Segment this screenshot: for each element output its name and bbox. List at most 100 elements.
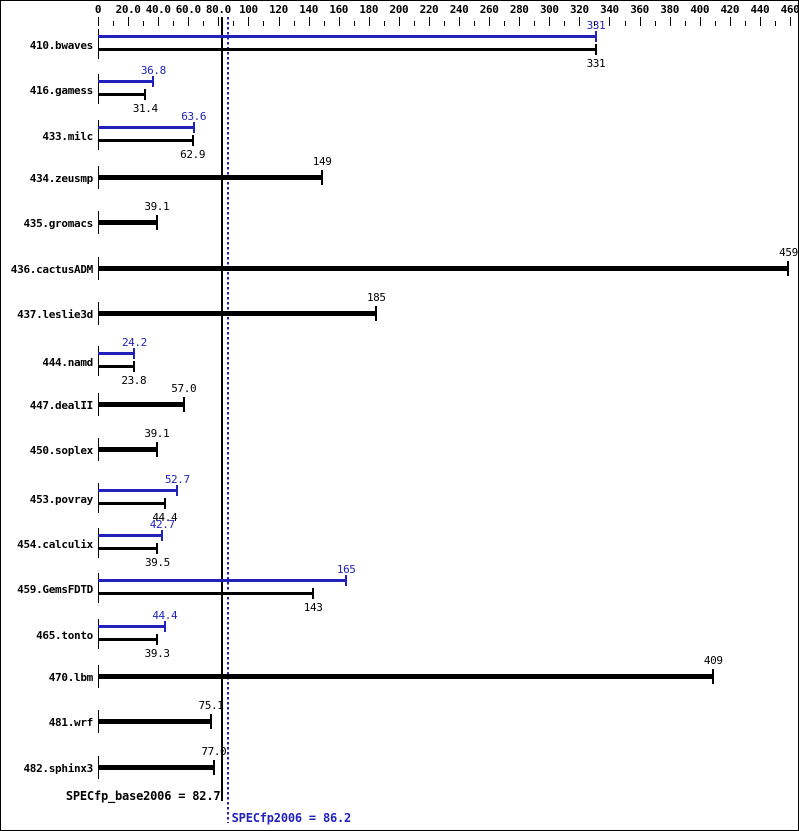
bar-base bbox=[98, 93, 146, 97]
reference-line-base bbox=[221, 17, 224, 801]
axis-tick-major bbox=[399, 17, 400, 26]
bar-base-cap bbox=[312, 588, 315, 600]
axis-tick-label: 400 bbox=[690, 3, 710, 16]
axis-tick-minor bbox=[324, 21, 325, 26]
bar-base-cap bbox=[212, 759, 215, 775]
table-row bbox=[1, 64, 798, 109]
row-origin-tick bbox=[98, 119, 99, 150]
bar-peak bbox=[98, 125, 194, 129]
axis-tick-major bbox=[579, 17, 580, 26]
axis-tick-minor bbox=[414, 21, 415, 26]
axis-tick-minor bbox=[775, 21, 776, 26]
bar-base bbox=[98, 311, 377, 317]
bar-peak bbox=[98, 80, 154, 84]
bar-peak-value: 36.8 bbox=[140, 64, 166, 78]
bar-base-cap bbox=[163, 497, 166, 509]
axis-tick-label: 220 bbox=[419, 3, 439, 16]
benchmark-label: 481.wrf bbox=[48, 716, 94, 730]
axis-tick-label: 260 bbox=[479, 3, 499, 16]
axis-tick-major bbox=[519, 17, 520, 26]
benchmark-label: 482.sphinx3 bbox=[23, 761, 93, 775]
axis-tick-minor bbox=[143, 21, 144, 26]
bar-base-value: 39.1 bbox=[144, 200, 170, 214]
bar-base-cap bbox=[144, 89, 147, 101]
benchmark-label: 436.cactusADM bbox=[10, 262, 94, 276]
benchmark-label: 454.calculix bbox=[17, 537, 93, 551]
axis-tick-major bbox=[309, 17, 310, 26]
axis-tick-minor bbox=[263, 21, 264, 26]
row-origin-tick bbox=[98, 29, 99, 59]
axis-tick-label: 0 bbox=[94, 3, 102, 16]
bar-peak-value: 165 bbox=[336, 563, 356, 577]
axis-tick-minor bbox=[594, 21, 595, 26]
axis-tick-minor bbox=[685, 21, 686, 26]
bar-peak bbox=[98, 352, 135, 356]
benchmark-label: 434.zeusmp bbox=[29, 172, 94, 186]
bar-base-value: 57.0 bbox=[171, 381, 197, 395]
bar-base bbox=[98, 592, 314, 596]
axis-tick-major bbox=[188, 17, 189, 26]
bar-base-cap bbox=[712, 668, 715, 684]
axis-tick-minor bbox=[294, 21, 295, 26]
axis-tick-label: 80.0 bbox=[205, 3, 231, 16]
bar-base-value: 75.1 bbox=[198, 699, 224, 713]
bar-base-cap bbox=[191, 134, 194, 146]
row-origin-tick bbox=[98, 482, 99, 513]
bar-base-value: 331 bbox=[586, 57, 606, 70]
row-origin-tick bbox=[98, 618, 99, 649]
bar-base bbox=[98, 447, 157, 453]
table-row bbox=[1, 473, 798, 518]
bar-base-value: 459 bbox=[779, 245, 798, 259]
axis-tick-label: 140 bbox=[299, 3, 318, 16]
benchmark-label: 450.soplex bbox=[29, 444, 94, 458]
bar-base-value: 44.4 bbox=[152, 510, 178, 524]
bar-base bbox=[98, 637, 158, 641]
axis-tick-minor bbox=[354, 21, 355, 26]
axis-tick-label: 160 bbox=[329, 3, 349, 16]
bar-base-cap bbox=[132, 361, 135, 373]
bar-base bbox=[98, 48, 596, 51]
bar-base-value: 31.4 bbox=[132, 102, 158, 116]
bar-peak-cap bbox=[133, 348, 136, 360]
bar-base-cap bbox=[321, 170, 324, 186]
bar-base-cap bbox=[594, 44, 597, 55]
bar-base-cap bbox=[155, 442, 158, 458]
axis-tick-major bbox=[700, 17, 701, 26]
bar-base-cap bbox=[787, 260, 790, 276]
axis-tick-major bbox=[489, 17, 490, 26]
axis-tick-major bbox=[429, 17, 430, 26]
benchmark-label: 465.tonto bbox=[36, 628, 93, 642]
axis-tick-minor bbox=[113, 21, 114, 26]
axis-tick-label: 340 bbox=[600, 3, 619, 16]
bar-peak-cap bbox=[594, 31, 597, 42]
axis-tick-label: 420 bbox=[720, 3, 740, 16]
bar-peak bbox=[98, 579, 347, 583]
table-row bbox=[1, 563, 798, 608]
bar-peak-value: 44.4 bbox=[152, 608, 178, 622]
axis-tick-minor bbox=[504, 21, 505, 26]
bar-peak-value: 52.7 bbox=[164, 472, 190, 486]
axis-tick-label: 360 bbox=[630, 3, 649, 16]
axis-tick-label: 120 bbox=[269, 3, 288, 16]
bar-base-value: 23.8 bbox=[121, 374, 147, 388]
axis-tick-label: 100 bbox=[239, 3, 258, 16]
axis-tick-minor bbox=[715, 21, 716, 26]
bar-peak bbox=[98, 488, 178, 492]
axis-tick-major bbox=[459, 17, 460, 26]
bar-peak-cap bbox=[192, 121, 195, 133]
bar-base bbox=[98, 546, 158, 550]
bar-base-cap bbox=[155, 215, 158, 231]
axis-tick-label: 40.0 bbox=[145, 3, 171, 16]
benchmark-label: 447.dealII bbox=[29, 398, 94, 412]
axis-tick-major bbox=[760, 17, 761, 26]
bar-peak bbox=[98, 624, 165, 628]
table-row bbox=[1, 518, 798, 563]
axis-tick-minor bbox=[444, 21, 445, 26]
bar-base bbox=[98, 401, 184, 407]
bar-base-cap bbox=[209, 714, 212, 730]
axis-tick-major bbox=[369, 17, 370, 26]
bar-base-value: 409 bbox=[703, 653, 723, 667]
axis-tick-major bbox=[339, 17, 340, 26]
bar-base bbox=[98, 175, 323, 181]
benchmark-label: 433.milc bbox=[42, 129, 93, 143]
